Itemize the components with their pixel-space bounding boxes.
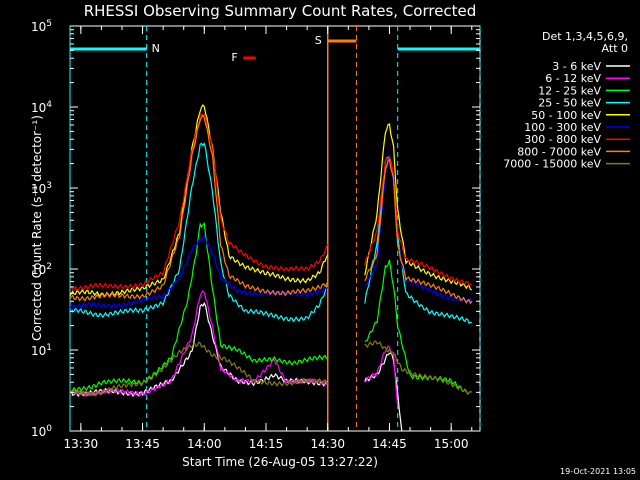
flare-label: F xyxy=(231,51,237,64)
legend-label: 6 - 12 keV xyxy=(545,72,601,85)
legend-label: 7000 - 15000 keV xyxy=(503,158,601,171)
series-line xyxy=(364,154,473,304)
series-line xyxy=(364,158,473,305)
x-tick-label: 14:15 xyxy=(249,437,284,451)
y-tick-label: 101 xyxy=(31,343,52,358)
y-tick-labels: 105 104 103 102 101 100 xyxy=(31,19,52,439)
y-tick-label: 105 xyxy=(31,19,52,34)
x-axis-label: Start Time (26-Aug-05 13:27:22) xyxy=(182,455,378,469)
x-tick-label: 13:30 xyxy=(64,437,99,451)
series-line xyxy=(69,289,329,398)
series-line xyxy=(69,341,328,397)
series-line xyxy=(364,340,473,396)
legend-label: 300 - 800 keV xyxy=(524,133,601,146)
y-axis-label: Corrected Count Rate (s⁻¹ detector⁻¹) xyxy=(30,115,44,341)
y-tick-label: 103 xyxy=(31,181,52,196)
series-line xyxy=(364,156,472,286)
legend-label: 800 - 7000 keV xyxy=(517,145,601,158)
series-line xyxy=(69,114,329,302)
x-tick-label: 14:45 xyxy=(372,437,407,451)
legend-label: 50 - 100 keV xyxy=(531,109,601,122)
series-line xyxy=(364,345,399,407)
series-line xyxy=(69,233,329,311)
y-tick-label: 100 xyxy=(31,424,52,439)
legend-label: 12 - 25 keV xyxy=(538,84,601,97)
legend-label: 25 - 50 keV xyxy=(538,97,601,110)
legend-header-line-2: Att 0 xyxy=(602,42,628,55)
footer-date: 19-Oct-2021 13:05 xyxy=(560,467,636,476)
y-tick-label: 104 xyxy=(31,100,52,115)
y-tick-label: 102 xyxy=(31,262,52,277)
legend-label: 3 - 6 keV xyxy=(552,60,601,73)
series-line xyxy=(364,259,468,393)
x-tick-label: 15:00 xyxy=(434,437,469,451)
legend-label: 100 - 300 keV xyxy=(524,121,601,134)
x-tick-label: 14:30 xyxy=(310,437,345,451)
x-tick-label: 13:45 xyxy=(125,437,160,451)
x-tick-label: 14:00 xyxy=(187,437,222,451)
night-label: N xyxy=(152,42,160,55)
series-line xyxy=(69,221,328,394)
legend-header-line-1: Det 1,3,4,5,6,9, xyxy=(542,30,628,43)
saa-label: S xyxy=(315,34,322,47)
chart-title: RHESSI Observing Summary Count Rates, Co… xyxy=(84,2,477,20)
series-line xyxy=(69,142,328,323)
